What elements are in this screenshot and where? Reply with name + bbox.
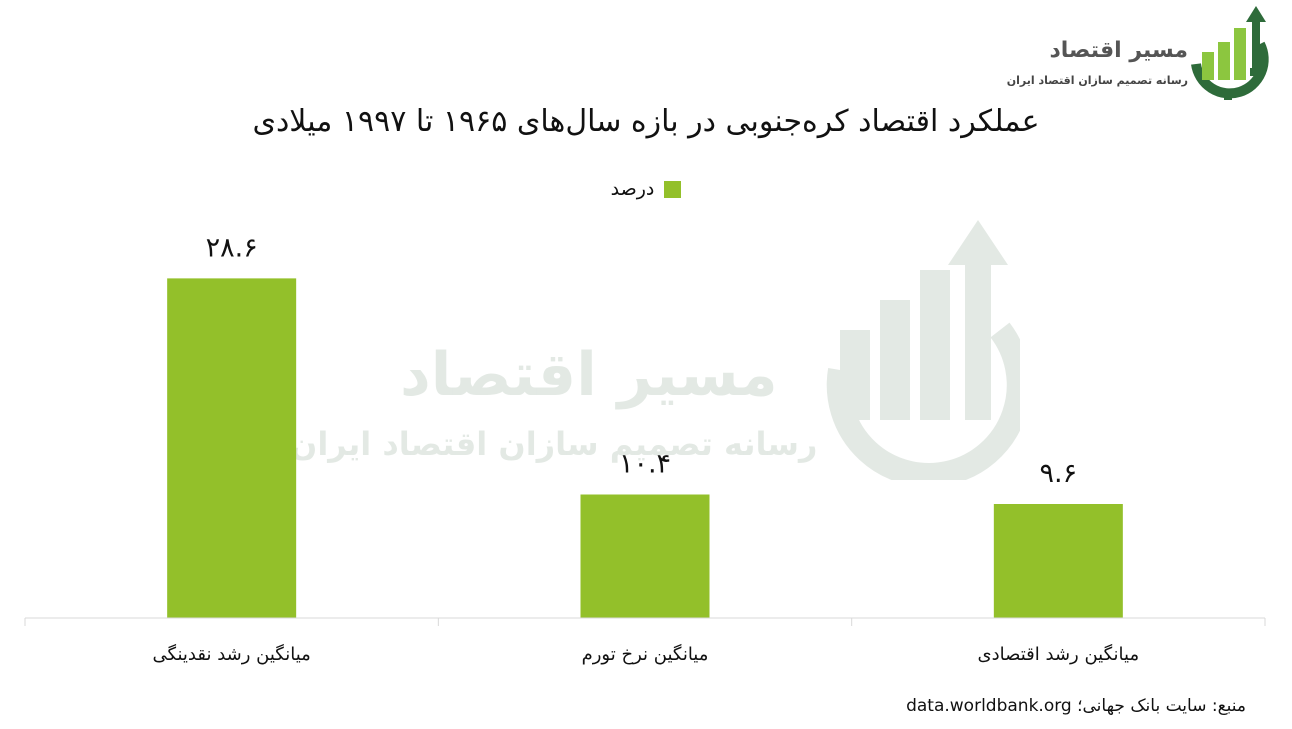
- brand-logo: مسیر اقتصاد رسانه تصمیم سازان اقتصاد ایر…: [1000, 4, 1270, 104]
- bar-value-label: ۹.۶: [1040, 458, 1078, 489]
- chart-title: عملکرد اقتصاد کره‌جنوبی در بازه سال‌های …: [252, 104, 1040, 139]
- category-label: میانگین رشد نقدینگی: [153, 643, 311, 665]
- logo-name: مسیر اقتصاد: [1049, 38, 1189, 63]
- legend-label: درصد: [610, 178, 655, 200]
- chart-legend: درصد: [0, 178, 1292, 200]
- category-label: میانگین رشد اقتصادی: [978, 643, 1140, 665]
- logo-tagline: رسانه تصمیم سازان اقتصاد ایران: [1006, 74, 1188, 87]
- bar: [167, 278, 297, 618]
- source-note: منبع: سایت بانک جهانی؛ data.worldbank.or…: [906, 696, 1246, 716]
- bar: [993, 504, 1123, 618]
- bar: [580, 494, 710, 618]
- bar-value-label: ۲۸.۶: [206, 232, 258, 263]
- legend-swatch: [664, 180, 682, 198]
- category-label: میانگین نرخ تورم: [582, 643, 709, 665]
- gear-growth-icon: [1191, 6, 1269, 100]
- bar-value-label: ۱۰.۴: [619, 449, 671, 480]
